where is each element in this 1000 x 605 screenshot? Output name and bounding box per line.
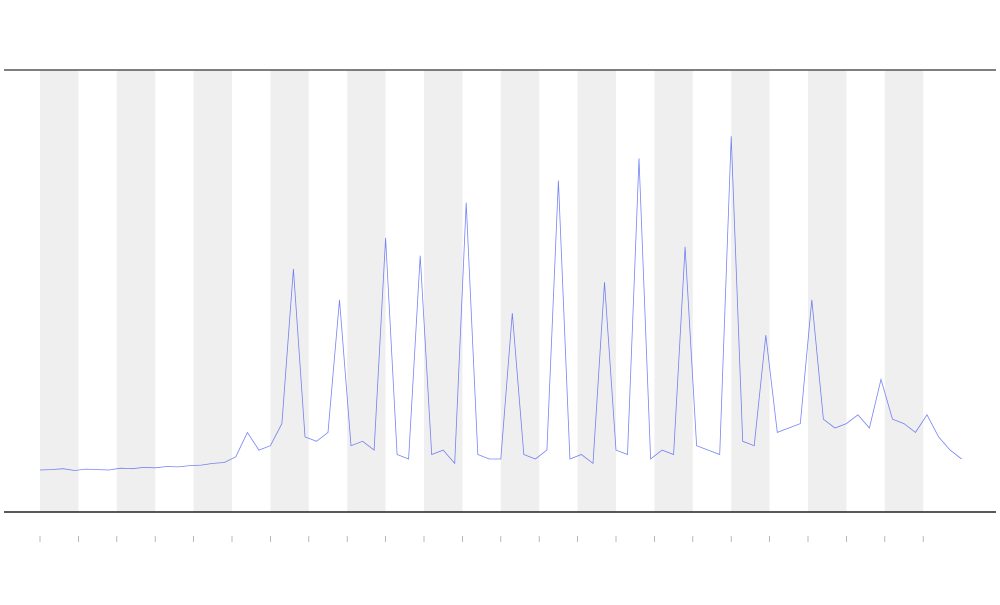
shaded-band	[500, 70, 540, 512]
shaded-band	[654, 70, 693, 512]
shaded-band	[577, 70, 616, 512]
series-line	[39, 136, 962, 471]
shaded-band	[884, 70, 924, 512]
shaded-band	[347, 70, 386, 512]
shaded-band	[116, 70, 156, 512]
shaded-band	[424, 70, 463, 512]
shaded-band	[193, 70, 232, 512]
background-bands	[40, 70, 924, 512]
shaded-band	[270, 70, 309, 512]
shaded-band	[808, 70, 847, 512]
shaded-band	[731, 70, 770, 512]
shaded-band	[40, 70, 79, 512]
